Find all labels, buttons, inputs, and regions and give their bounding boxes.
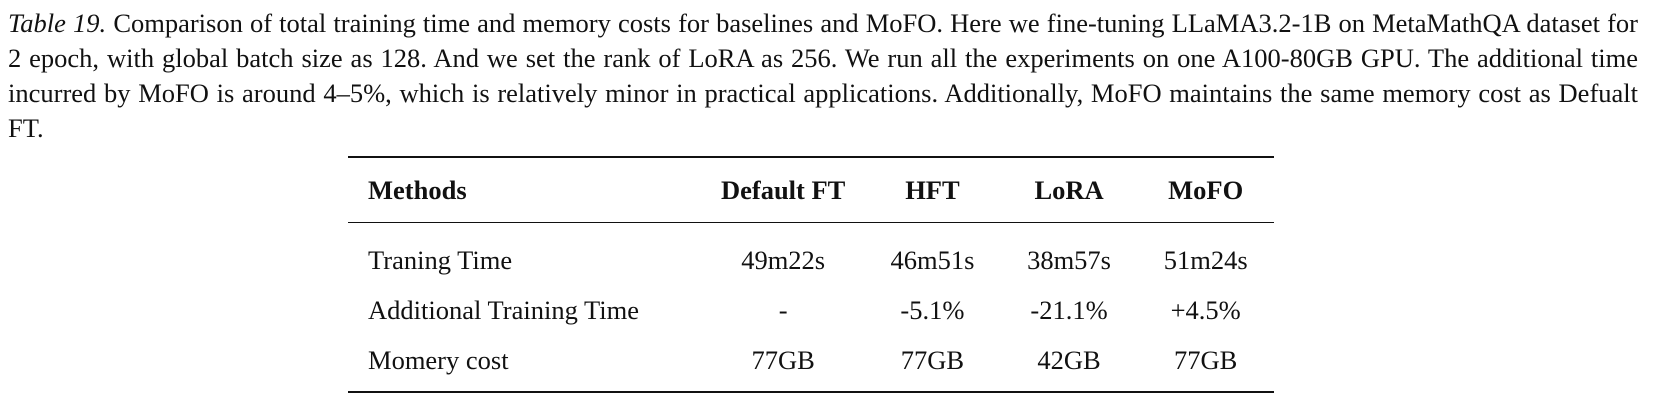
header-hft: HFT: [905, 174, 960, 205]
cell-hft: -5.1%: [900, 294, 965, 325]
cell-lora: 42GB: [1037, 344, 1101, 375]
row-label-training-time: Traning Time: [368, 244, 513, 275]
caption-label: Table 19.: [8, 8, 107, 38]
cell-hft: 46m51s: [890, 244, 975, 275]
caption-text: Comparison of total training time and me…: [8, 8, 1639, 143]
cell-default-ft: 49m22s: [741, 244, 826, 275]
table-row: Additional Training Time - -5.1% -21.1% …: [348, 285, 1274, 335]
header-mofo: MoFO: [1168, 174, 1244, 205]
table-row: Traning Time 49m22s 46m51s 38m57s 51m24s: [348, 222, 1274, 286]
table-row: Momery cost 77GB 77GB 42GB 77GB: [348, 335, 1274, 392]
cell-default-ft: -: [778, 294, 788, 325]
row-label-additional-training-time: Additional Training Time: [368, 294, 639, 325]
table-header-row: Methods Default FT HFT LoRA MoFO: [348, 157, 1274, 223]
comparison-table-container: Methods Default FT HFT LoRA MoFO Traning…: [348, 156, 1274, 393]
cell-mofo: +4.5%: [1170, 294, 1241, 325]
header-methods: Methods: [368, 174, 467, 205]
cell-default-ft: 77GB: [751, 344, 815, 375]
row-label-memory-cost: Momery cost: [368, 344, 509, 375]
cell-mofo: 77GB: [1174, 344, 1238, 375]
header-default-ft: Default FT: [720, 174, 846, 205]
cell-mofo: 51m24s: [1163, 244, 1248, 275]
comparison-table: Methods Default FT HFT LoRA MoFO Traning…: [348, 156, 1274, 393]
cell-lora: -21.1%: [1030, 294, 1108, 325]
header-lora: LoRA: [1034, 174, 1104, 205]
cell-hft: 77GB: [900, 344, 965, 375]
table-caption: Table 19. Comparison of total training t…: [8, 6, 1638, 146]
cell-lora: 38m57s: [1027, 244, 1111, 275]
